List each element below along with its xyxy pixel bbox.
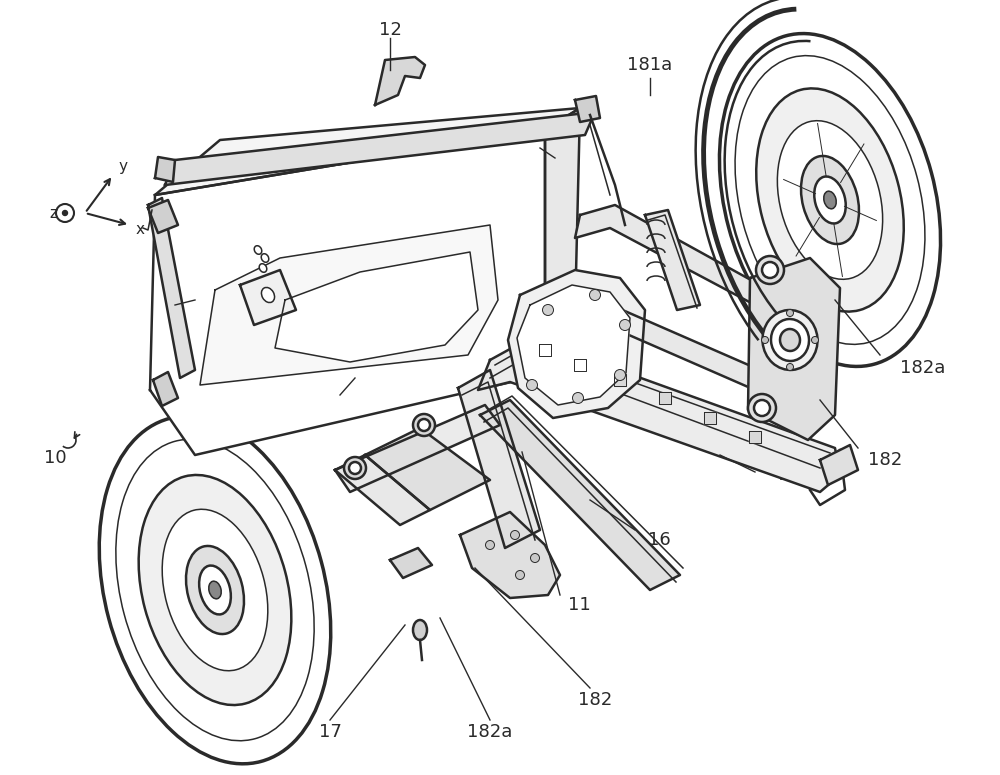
Ellipse shape: [116, 439, 314, 741]
Ellipse shape: [762, 310, 818, 370]
Ellipse shape: [254, 246, 262, 254]
Ellipse shape: [413, 414, 435, 436]
Polygon shape: [275, 252, 478, 362]
Text: 181a: 181a: [627, 56, 673, 74]
Polygon shape: [659, 392, 671, 404]
Ellipse shape: [199, 566, 231, 615]
Polygon shape: [517, 285, 630, 405]
Ellipse shape: [786, 309, 794, 316]
Polygon shape: [240, 270, 296, 325]
Text: 182a: 182a: [900, 359, 945, 377]
Polygon shape: [614, 374, 626, 386]
Polygon shape: [458, 370, 540, 548]
Polygon shape: [478, 338, 840, 492]
Polygon shape: [460, 512, 560, 598]
Text: z: z: [49, 205, 57, 221]
Polygon shape: [148, 200, 178, 233]
Ellipse shape: [418, 419, 430, 431]
Ellipse shape: [486, 540, 494, 549]
Polygon shape: [749, 431, 761, 443]
Ellipse shape: [735, 56, 925, 344]
Ellipse shape: [344, 457, 366, 479]
Text: x: x: [136, 222, 144, 236]
Text: 12: 12: [379, 21, 401, 39]
Text: 182: 182: [868, 451, 902, 469]
Polygon shape: [335, 455, 430, 525]
Polygon shape: [150, 130, 545, 455]
Polygon shape: [575, 205, 760, 305]
Ellipse shape: [748, 394, 776, 422]
Ellipse shape: [719, 33, 941, 367]
Text: 15: 15: [174, 296, 196, 314]
Ellipse shape: [572, 392, 584, 404]
Text: 182a: 182a: [467, 723, 513, 741]
Ellipse shape: [762, 262, 778, 278]
Ellipse shape: [814, 177, 846, 223]
Ellipse shape: [756, 88, 904, 312]
Ellipse shape: [186, 546, 244, 634]
Ellipse shape: [762, 336, 768, 343]
Text: 10: 10: [44, 449, 66, 467]
Polygon shape: [508, 270, 645, 418]
Ellipse shape: [261, 253, 269, 262]
Ellipse shape: [511, 531, 520, 539]
Polygon shape: [704, 412, 716, 424]
Polygon shape: [375, 57, 425, 105]
Ellipse shape: [780, 329, 800, 351]
Polygon shape: [574, 359, 586, 371]
Ellipse shape: [777, 121, 883, 279]
Ellipse shape: [824, 191, 836, 208]
Ellipse shape: [99, 416, 331, 764]
Polygon shape: [155, 108, 580, 195]
Text: 16: 16: [648, 531, 671, 549]
Polygon shape: [539, 344, 551, 356]
Polygon shape: [645, 210, 700, 310]
Polygon shape: [365, 428, 490, 510]
Polygon shape: [748, 258, 840, 440]
Polygon shape: [390, 548, 432, 578]
Text: 17: 17: [319, 723, 341, 741]
Text: 182: 182: [578, 691, 612, 709]
Ellipse shape: [771, 319, 809, 361]
Ellipse shape: [139, 475, 291, 705]
Polygon shape: [575, 96, 600, 122]
Ellipse shape: [614, 370, 626, 381]
Ellipse shape: [526, 380, 538, 391]
Polygon shape: [148, 198, 195, 378]
Polygon shape: [480, 400, 680, 590]
Ellipse shape: [756, 256, 784, 284]
Ellipse shape: [162, 509, 268, 670]
Polygon shape: [555, 298, 760, 390]
Ellipse shape: [542, 305, 554, 315]
Ellipse shape: [413, 620, 427, 640]
Ellipse shape: [786, 363, 794, 370]
Ellipse shape: [209, 581, 221, 599]
Ellipse shape: [590, 290, 600, 301]
Ellipse shape: [349, 462, 361, 474]
Polygon shape: [155, 157, 175, 182]
Text: 13: 13: [778, 466, 801, 484]
Ellipse shape: [516, 570, 524, 580]
Ellipse shape: [620, 319, 631, 330]
Polygon shape: [335, 405, 500, 492]
Ellipse shape: [754, 400, 770, 416]
Ellipse shape: [259, 264, 267, 272]
Ellipse shape: [812, 336, 818, 343]
Text: y: y: [119, 160, 128, 174]
Circle shape: [62, 211, 68, 215]
Ellipse shape: [261, 288, 275, 302]
Text: 181: 181: [511, 131, 545, 149]
Text: 11: 11: [568, 596, 591, 614]
Polygon shape: [200, 225, 498, 385]
Polygon shape: [545, 108, 580, 325]
Text: 14: 14: [307, 396, 329, 414]
Polygon shape: [165, 112, 595, 185]
Ellipse shape: [530, 553, 540, 563]
Ellipse shape: [801, 156, 859, 244]
Polygon shape: [820, 445, 858, 485]
Polygon shape: [153, 372, 178, 406]
